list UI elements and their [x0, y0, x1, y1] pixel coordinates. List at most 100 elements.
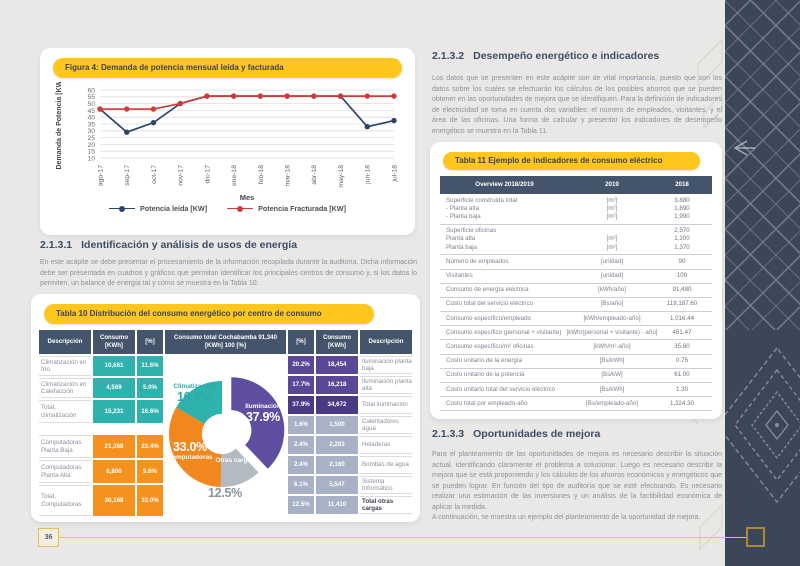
column-header: Overview 2018/2019	[475, 181, 534, 188]
section-2132-title: Desempeño energético e indicadores	[473, 50, 660, 62]
column-header: [%]	[137, 330, 163, 354]
tabla11-table: Overview 2018/2019 2019 2018 Superficie …	[440, 176, 712, 412]
t11-label-cell: Costo unitario de la energía	[446, 357, 523, 365]
t10-consumo-cell: 4,569	[93, 378, 135, 398]
svg-text:nov-17: nov-17	[177, 165, 184, 186]
t10-pct-cell: 6.1%	[288, 476, 314, 494]
svg-text:Mes: Mes	[239, 193, 254, 202]
t11-value-cell: 3,880 1,890 1,990	[674, 196, 690, 221]
table-row: 12.5% 11,410 Total otras cargas	[288, 496, 412, 514]
tabla10-left-header: Descripción Consumo [KWh] [%]	[39, 330, 163, 354]
table-row: Total, Computadoras 30,168 33.0%	[39, 485, 163, 516]
middle-header-line1: Consumo total Cochabamba 91,340	[174, 334, 277, 342]
t10-consumo-cell: 21,368	[93, 435, 135, 458]
footer-square-icon	[746, 527, 765, 547]
t10-desc-cell: Total, Computadoras	[39, 485, 91, 516]
t11-unit-cell: [Bs/kWh]	[599, 385, 625, 393]
svg-text:abr-18: abr-18	[311, 165, 318, 185]
t11-label-cell: Costo total del servicio eléctrico	[446, 300, 534, 308]
table-row: 17.7% 16,218 Iluminación planta alta	[288, 376, 412, 394]
tabla10-middle-column: Consumo total Cochabamba 91,340 [KWh] 10…	[165, 330, 286, 518]
table-row: Costo total del servicio eléctrico [Bs/añ…	[440, 298, 712, 313]
table-row: Total, climatización 15,231 16.6%	[39, 400, 163, 423]
tabla10-donut-chart: Climatización 16.6% Iluminación 37.9% 33…	[165, 356, 286, 518]
figure4-legend: Potencia leída [KW] Potencia Fracturada …	[40, 204, 415, 213]
tabla10-left-columns: Descripción Consumo [KWh] [%] Climatizac…	[39, 330, 163, 518]
t11-unit-cell: [Bs/año]	[600, 300, 624, 308]
legend-item-leida: Potencia leída [KW]	[109, 204, 207, 213]
t11-label-cell: Superficie oficinas Planta alta Planta baj…	[446, 227, 497, 251]
t10-desc-cell: Sistema Informático	[360, 476, 412, 494]
t10-desc-cell: Iluminación planta baja	[360, 356, 412, 374]
svg-text:35: 35	[87, 121, 95, 128]
section-2131-heading: 2.1.3.1 Identificación y análisis de uso…	[40, 239, 297, 251]
tabla10-right-header: [%] Consumo [KWh] Descripción	[288, 330, 412, 354]
t10-pct-cell: 2.4%	[288, 436, 314, 454]
t10-consumo-cell: 2,203	[316, 436, 358, 454]
table-row: Climatización en frío 10,661 11.6%	[39, 356, 163, 376]
t11-label-cell: Consumo específico/m² oficinas	[446, 342, 534, 350]
t10-consumo-cell: 5,547	[316, 476, 358, 494]
table-row: Consumo específico/m² oficinas [kWh/m²-añ…	[440, 340, 712, 355]
figure4-title: Figura 4: Demanda de potencia mensual le…	[65, 63, 284, 72]
t10-pct-cell: 20.2%	[288, 356, 314, 374]
svg-text:ago-17: ago-17	[97, 165, 104, 186]
tabla11-title: Tabla 11 Ejemplo de indicadores de consu…	[455, 156, 663, 165]
t11-value-cell: 119,187.60	[666, 300, 698, 308]
tabla10-table: Descripción Consumo [KWh] [%] Climatizac…	[31, 324, 420, 518]
t11-unit-cell: [Bs/kWh]	[599, 357, 625, 365]
legend-label-facturada: Potencia Fracturada [KW]	[258, 204, 346, 213]
svg-text:15: 15	[87, 149, 95, 156]
t10-pct-cell: 33.0%	[137, 485, 163, 516]
svg-text:Demanda de Potencia [KW]: Demanda de Potencia [KW]	[56, 82, 63, 170]
t10-pct-cell: 9.6%	[137, 460, 163, 483]
column-header: [%]	[288, 330, 314, 354]
section-2133-title: Oportunidades de mejora	[473, 428, 601, 440]
svg-text:ene-18: ene-18	[231, 165, 238, 186]
t11-label-cell: Costo unitario total del servicio eléctr…	[446, 385, 556, 393]
t11-value-cell: 481.47	[672, 328, 692, 336]
t11-unit-cell: [m²] [m²] [m²]	[606, 196, 618, 221]
svg-text:20: 20	[87, 142, 95, 149]
legend-label-leida: Potencia leída [KW]	[140, 204, 208, 213]
t10-desc-cell: Computadoras Planta Baja	[39, 435, 91, 458]
table-row: Número de empleados [unidad] 90	[440, 255, 712, 270]
svg-text:mar-18: mar-18	[284, 165, 291, 187]
tabla11-title-banner: Tabla 11 Ejemplo de indicadores de consu…	[443, 152, 700, 170]
t10-consumo-cell: 30,168	[93, 485, 135, 516]
table-row: Consumo específico/empleado [kWh/empleado…	[440, 312, 712, 327]
tabla10-title: Tabla 10 Distribución del consumo energé…	[56, 309, 322, 318]
table-row: 37.9% 34,672 Total iluminación	[288, 396, 412, 414]
svg-text:jun-18: jun-18	[364, 165, 371, 185]
table-row: Superficie construida total - Planta alta…	[440, 194, 712, 225]
table-row: 2.4% 2,203 Heladeras	[288, 436, 412, 454]
t11-label-cell: Visitantes	[446, 272, 473, 279]
t10-pct-cell: 37.9%	[288, 396, 314, 414]
t10-desc-cell: Total, climatización	[39, 400, 91, 423]
table-row: 6.1% 5,547 Sistema Informático	[288, 476, 412, 494]
t11-label-cell: Costo unitario de la potencia	[446, 371, 525, 379]
tabla10-right-columns: [%] Consumo [KWh] Descripción 20.2% 18,45…	[288, 330, 412, 518]
t10-consumo-cell: 18,454	[316, 356, 358, 374]
t10-desc-cell: Heladeras	[360, 436, 412, 454]
t11-unit-cell: [kWh/año]	[598, 286, 626, 294]
t10-consumo-cell: 10,661	[93, 356, 135, 376]
section-2133-heading: 2.1.3.3 Oportunidades de mejora	[432, 428, 600, 440]
t10-consumo-cell: 2,160	[316, 456, 358, 474]
legend-marker-facturada-icon	[227, 204, 254, 213]
table-row: Consumo específico (personal + visitante…	[440, 326, 712, 341]
t11-unit-cell: [unidad]	[600, 272, 624, 279]
t11-value-cell: 90	[678, 257, 686, 265]
section-2131-paragraph: En este acápite se debe presentar el pro…	[40, 259, 417, 287]
tabla10-title-banner: Tabla 10 Distribución del consumo energé…	[44, 304, 374, 324]
t11-label-cell: Número de empleados	[446, 257, 509, 265]
svg-text:55: 55	[87, 94, 95, 101]
section-2133-paragraph-1: Para el planteamiento de las oportunidad…	[432, 451, 722, 511]
svg-text:jul-18: jul-18	[391, 165, 398, 183]
t10-consumo-cell: 1,500	[316, 416, 358, 434]
table-row: Superficie oficinas Planta alta Planta baj…	[440, 225, 712, 256]
section-2132-paragraph: Los datos que se presenten en este acápi…	[432, 75, 722, 135]
tabla10-card: Tabla 10 Distribución del consumo energé…	[31, 294, 420, 522]
t11-label-cell: Superficie construida total - Planta alta…	[446, 196, 518, 221]
t11-label-cell: Consumo de energía eléctrica	[446, 286, 529, 294]
